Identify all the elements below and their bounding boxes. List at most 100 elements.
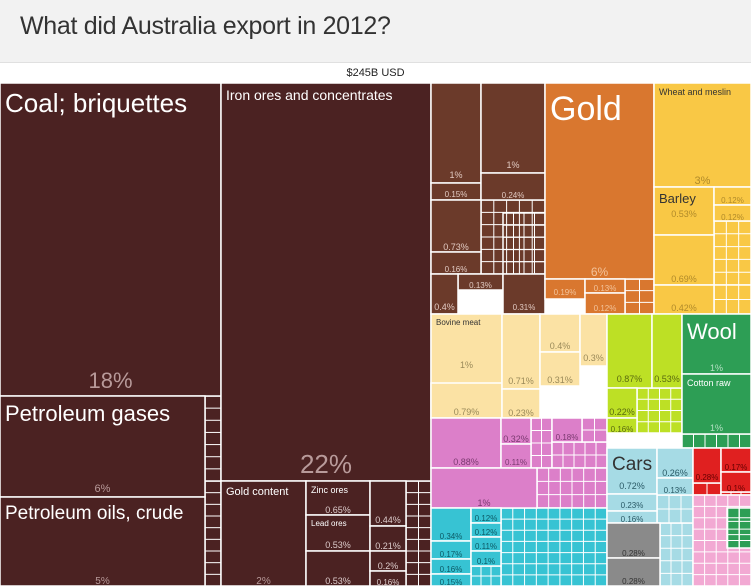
treemap-cell-share: 0.23% xyxy=(621,501,644,510)
treemap-cell xyxy=(430,467,538,509)
treemap-cell-share: 0.17% xyxy=(725,463,748,472)
treemap-cell-share: 0.28% xyxy=(622,577,645,586)
treemap-cell-name: Petroleum oils, crude xyxy=(5,503,183,524)
treemap-cell-share: 0.11% xyxy=(475,542,497,551)
treemap-cell xyxy=(369,570,407,586)
treemap-cell xyxy=(305,550,371,586)
treemap-cell xyxy=(653,284,715,315)
treemap-cell xyxy=(681,373,751,435)
treemap-cell-share: 0.19% xyxy=(554,288,577,297)
treemap-cell xyxy=(430,573,472,586)
treemap-cell-filler xyxy=(204,395,222,482)
treemap-cell xyxy=(430,382,503,419)
treemap-cell xyxy=(539,313,581,353)
treemap-cell-name: Cotton raw xyxy=(687,378,731,388)
treemap-cell xyxy=(653,83,751,188)
treemap-cell xyxy=(480,172,546,201)
treemap-cell-share: 0.32% xyxy=(503,434,529,444)
treemap-cell-share: 0.65% xyxy=(325,505,351,515)
treemap-cell-filler xyxy=(713,220,751,286)
treemap-cell-share: 0.4% xyxy=(434,302,455,312)
treemap-cell-share: 0.16% xyxy=(611,425,634,434)
treemap-cell-share: 1% xyxy=(460,360,473,370)
treemap-cell xyxy=(369,525,407,552)
treemap-cell-share: 0.53% xyxy=(325,540,351,550)
treemap-cell-share: 0.12% xyxy=(721,213,744,222)
treemap-cell xyxy=(651,313,683,389)
treemap-cell-share: 0.31% xyxy=(513,303,536,312)
treemap-cell xyxy=(430,417,502,469)
treemap-cell-share: 1% xyxy=(710,423,723,433)
treemap-cell-share: 1% xyxy=(710,363,723,373)
treemap-cell-share: 0.53% xyxy=(325,576,351,586)
treemap-cell-share: 1% xyxy=(506,160,519,170)
treemap-cell-share: 0.72% xyxy=(619,481,645,491)
treemap-cell-share: 1% xyxy=(477,498,490,508)
treemap-cell-share: 6% xyxy=(95,483,111,495)
treemap-cell-share: 0.22% xyxy=(609,407,635,417)
treemap-cell-share: 0.69% xyxy=(671,274,697,284)
page-title: What did Australia export in 2012? xyxy=(20,12,391,40)
treemap-cell-share: 0.16% xyxy=(440,565,463,574)
treemap-cell-share: 0.13% xyxy=(594,284,617,293)
treemap-cell xyxy=(606,447,658,495)
treemap-cell xyxy=(606,313,653,389)
treemap-cell xyxy=(606,417,638,434)
treemap-cell-share: 18% xyxy=(88,368,132,393)
treemap-cell xyxy=(720,471,751,493)
treemap-cell-share: 0.79% xyxy=(454,407,480,417)
treemap-cell xyxy=(713,204,751,222)
treemap-cell xyxy=(220,480,307,586)
treemap-cell-name: Bovine meat xyxy=(436,318,481,327)
treemap-cell xyxy=(606,557,661,586)
total-value-label: $245B USD xyxy=(346,67,405,79)
treemap-cell xyxy=(656,447,694,479)
treemap-cell-share: 0.13% xyxy=(469,281,492,290)
treemap-cell-share: 0.24% xyxy=(502,191,525,200)
treemap-cell-share: 0.88% xyxy=(453,457,479,467)
treemap-cell-filler xyxy=(204,480,222,586)
treemap-cell-share: 0.4% xyxy=(550,341,571,351)
treemap-cell-share: 0.23% xyxy=(508,408,534,418)
treemap-cell-share: 0.16% xyxy=(377,578,400,586)
treemap-cell-name: Coal; briquettes xyxy=(5,88,187,118)
treemap-cell-share: 0.53% xyxy=(654,374,680,384)
treemap-cell-share: 0.11% xyxy=(505,458,527,467)
treemap-cell-name: Wool xyxy=(687,319,737,344)
treemap-cell-share: 0.12% xyxy=(594,304,617,313)
treemap-cell-filler xyxy=(659,522,694,586)
treemap-cell-share: 0.42% xyxy=(671,303,697,313)
treemap-cell-share: 0.17% xyxy=(440,550,463,559)
treemap-cell-share: 0.87% xyxy=(617,374,643,384)
treemap-cell xyxy=(501,388,541,419)
header-bar: What did Australia export in 2012? xyxy=(0,0,751,63)
treemap-cell xyxy=(551,417,583,443)
treemap-cell xyxy=(305,480,371,516)
treemap-cell xyxy=(502,273,546,315)
treemap-cell-share: 0.34% xyxy=(440,532,463,541)
treemap-cell-share: 0.53% xyxy=(671,209,697,219)
treemap-cell-share: 0.15% xyxy=(440,578,463,586)
treemap-cell-share: 0.18% xyxy=(556,433,579,442)
treemap-cell-name: Iron ores and concentrates xyxy=(226,87,393,103)
treemap-cell xyxy=(430,83,482,184)
treemap-cell xyxy=(656,477,694,496)
treemap-cell-name: Wheat and meslin xyxy=(659,87,731,97)
treemap-cell-name: Barley xyxy=(659,191,696,206)
treemap-cell-share: 0.15% xyxy=(445,190,468,199)
treemap-cell-share: 0.13% xyxy=(664,486,687,495)
treemap-cell xyxy=(0,496,206,586)
treemap-cell-share: 1% xyxy=(449,170,462,180)
treemap-cell-name: Gold content xyxy=(226,486,288,498)
treemap-cell xyxy=(470,550,502,567)
treemap-cell-share: 0.21% xyxy=(375,541,401,551)
treemap-cell-share: 0.16% xyxy=(621,515,644,524)
treemap-cell-share: 0.1% xyxy=(727,484,745,493)
treemap-cell-share: 0.31% xyxy=(547,375,573,385)
treemap-cell-share: 3% xyxy=(695,175,711,187)
treemap-cell-share: 0.12% xyxy=(475,528,498,537)
treemap-cell-share: 6% xyxy=(591,265,609,279)
treemap-cell xyxy=(430,199,482,253)
treemap-cell xyxy=(544,83,655,280)
treemap-cell-filler xyxy=(500,507,608,586)
